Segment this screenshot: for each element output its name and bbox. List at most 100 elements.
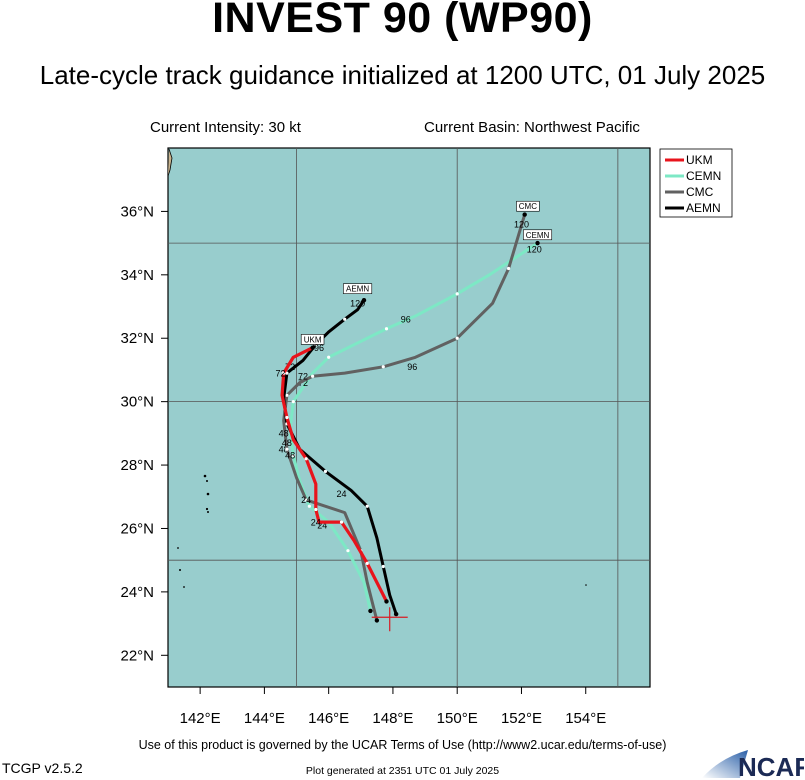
y-tick-label: 32°N <box>120 330 154 347</box>
track-start-point <box>368 608 373 614</box>
y-tick-label: 28°N <box>120 457 154 474</box>
land-coast <box>167 148 173 177</box>
track-end-point <box>310 345 315 350</box>
track-line-cmc <box>282 213 527 622</box>
model-tag-box <box>516 200 540 212</box>
x-tick-label: 146°E <box>308 710 349 727</box>
y-tick-label: 34°N <box>120 267 154 284</box>
forecast-hour-label: 120 <box>514 219 529 229</box>
track-point <box>343 317 347 321</box>
track-point <box>384 327 389 331</box>
forecast-hour-label: 96 <box>401 314 411 324</box>
ncar-logo-text: NCAR <box>738 752 804 778</box>
forecast-hour-label: 48 <box>279 444 289 454</box>
y-tick-label: 22°N <box>120 647 154 664</box>
track-aemn: 24 48 72 96 120 AEMN <box>282 283 399 617</box>
track-point <box>507 266 511 271</box>
track-start-point <box>374 618 380 623</box>
forecast-hour-label: 96 <box>407 362 417 372</box>
y-tick-label: 30°N <box>120 394 154 411</box>
legend: UKM CEMN CMC AEMN <box>659 148 733 218</box>
forecast-hour-label: 48 <box>282 438 292 448</box>
island <box>585 584 587 586</box>
island <box>205 507 209 511</box>
map-gridlines <box>168 148 650 687</box>
track-point <box>346 549 350 553</box>
island <box>177 547 179 549</box>
track-start-point <box>384 599 389 604</box>
forecast-hour-label: 24 <box>311 517 321 527</box>
track-end-point <box>522 212 527 217</box>
map-ocean <box>167 147 651 688</box>
page-subtitle: Late-cycle track guidance initialized at… <box>39 60 766 90</box>
model-tag-label: CMC <box>519 202 537 211</box>
forecast-hour-label: 72 <box>298 371 308 381</box>
track-end-point <box>361 297 367 303</box>
forecast-hour-label: 48 <box>279 429 289 439</box>
current-basin: Current Basin: Northwest Pacific <box>424 119 640 136</box>
track-end-point <box>535 240 540 246</box>
y-tick-label: 24°N <box>120 584 154 601</box>
track-line-ukm <box>280 346 389 603</box>
forecast-hour-label: 24 <box>317 520 327 530</box>
track-point <box>285 371 289 375</box>
current-intensity: Current Intensity: 30 kt <box>150 119 301 136</box>
track-point <box>365 561 369 565</box>
x-tick-label: 144°E <box>244 710 285 727</box>
map-land <box>167 148 587 588</box>
x-tick-label: 142°E <box>180 710 221 727</box>
track-point <box>304 457 308 461</box>
track-point <box>285 447 289 451</box>
y-tick-label: 36°N <box>120 203 154 220</box>
forecast-hour-label: 120 <box>527 245 542 255</box>
track-point <box>282 371 286 375</box>
ncar-logo: NCAR <box>702 750 804 778</box>
legend-label-aemn: AEMN <box>686 201 721 215</box>
legend-label-cemn: CEMN <box>686 169 721 183</box>
model-tag-box <box>523 229 553 241</box>
track-point <box>307 504 311 508</box>
forecast-hour-label: 48 <box>285 451 295 461</box>
island <box>203 474 207 478</box>
x-tick-label: 148°E <box>372 710 413 727</box>
track-point <box>365 504 369 508</box>
legend-label-ukm: UKM <box>686 153 713 167</box>
track-point <box>311 374 315 378</box>
forecast-hour-label: 24 <box>337 489 347 499</box>
forecast-hour-label: 24 <box>301 495 311 505</box>
forecast-hour-label: 72 <box>298 378 308 388</box>
terms-of-use: Use of this product is governed by the U… <box>138 738 667 752</box>
model-tracks: 24 48 72 96 120 CEMN 24 48 72 96 120 CMC 24 48 72 96 120… <box>275 200 553 632</box>
track-point <box>455 336 459 340</box>
model-tag-box <box>300 334 325 345</box>
track-point <box>304 498 308 502</box>
x-tick-label: 154°E <box>565 710 606 727</box>
island <box>179 569 181 571</box>
track-point <box>314 507 318 512</box>
x-tick-label: 150°E <box>437 710 478 727</box>
forecast-hour-label: 72 <box>285 362 295 372</box>
generated-time: Plot generated at 2351 UTC 01 July 2025 <box>305 765 500 777</box>
track-point <box>381 365 385 369</box>
track-point <box>455 292 459 296</box>
track-point <box>291 400 295 404</box>
island <box>206 492 210 496</box>
forecast-hour-label: 96 <box>314 343 324 353</box>
track-point <box>381 564 385 569</box>
island <box>183 586 185 588</box>
track-cmc: 24 48 72 96 120 CMC <box>279 200 540 623</box>
track-point <box>323 469 328 473</box>
axis-ticks: 142°E 144°E 146°E 148°E 150°E 152°E 154°E 22°N 2… <box>120 203 606 727</box>
page-title: INVEST 90 (WP90) <box>212 0 593 42</box>
track-cemn: 24 48 72 96 120 CEMN <box>279 229 553 614</box>
model-tag-box <box>343 283 373 294</box>
forecast-hour-label: 120 <box>350 299 365 309</box>
legend-label-cmc: CMC <box>686 185 714 199</box>
track-start-point <box>393 611 399 617</box>
model-tag-label: AEMN <box>346 285 369 294</box>
y-tick-label: 26°N <box>120 520 154 537</box>
version-label: TCGP v2.5.2 <box>2 760 83 776</box>
track-point <box>339 520 344 524</box>
track-point <box>285 393 289 397</box>
